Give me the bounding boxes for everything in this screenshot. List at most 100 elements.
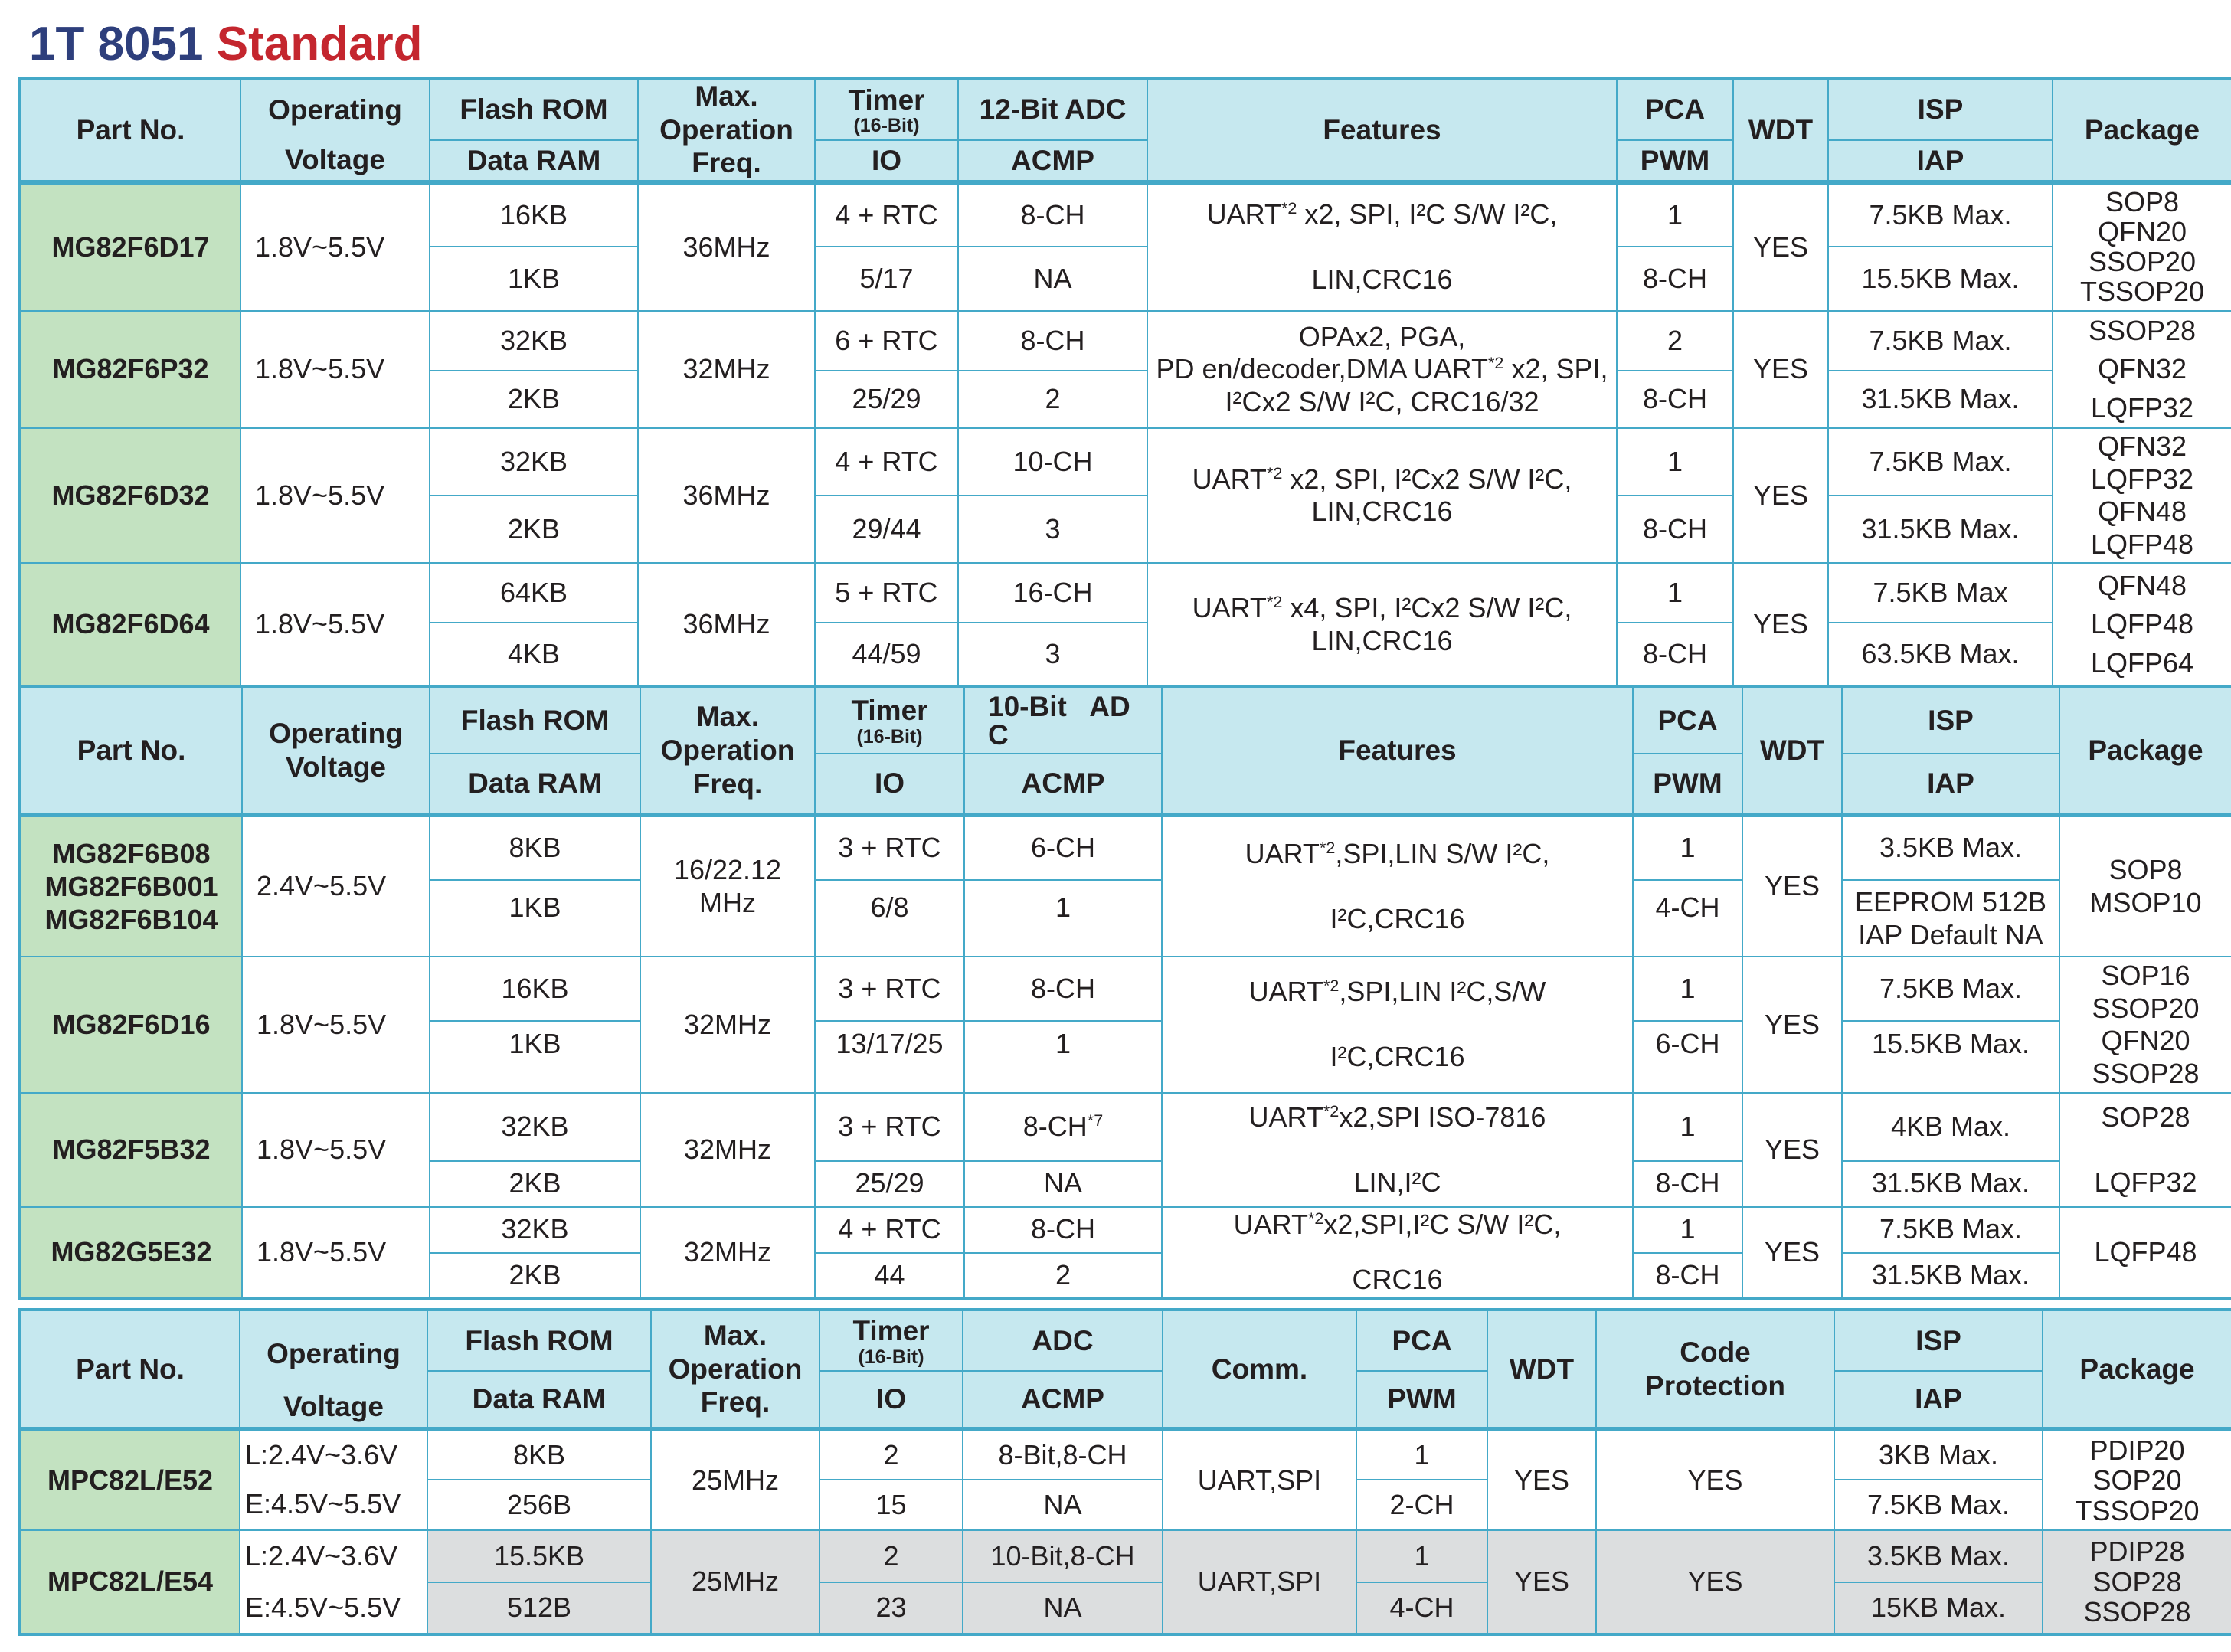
features-text-cont: x2,SPI ISO-7816 LIN,I²C xyxy=(1339,1101,1546,1198)
part-number: MG82F6P32 xyxy=(19,309,241,430)
timer: 5 + RTC xyxy=(814,562,959,624)
features-text-cont: x2, SPI, I²C S/W I²C, LIN,CRC16 xyxy=(1304,198,1558,296)
package: QFN48 LQFP48 LQFP64 xyxy=(2052,562,2231,689)
iap: 31.5KB Max. xyxy=(1841,1160,2060,1208)
flash-rom: 16KB xyxy=(429,181,639,247)
pca: 1 xyxy=(1632,814,1743,881)
part-number: MG82F5B32 xyxy=(19,1092,243,1208)
header-timer-sub: (16-Bit) xyxy=(856,725,923,747)
header-acmp: ACMP xyxy=(957,139,1148,185)
operating-voltage: 1.8V~5.5V xyxy=(241,1205,430,1300)
package: SSOP28 QFN32 LQFP32 xyxy=(2052,309,2231,430)
operating-voltage: 2.4V~5.5V xyxy=(241,814,430,957)
features-footnote: *2 xyxy=(1323,1101,1340,1120)
header-io: IO xyxy=(819,1370,963,1431)
header-wdt: WDT xyxy=(1742,685,1843,818)
operating-voltage-e: E:4.5V~5.5V xyxy=(239,1582,428,1635)
header-comm: Comm. xyxy=(1162,1309,1357,1431)
data-ram: 256B xyxy=(427,1479,652,1531)
isp: 7.5KB Max xyxy=(1827,562,2053,624)
timer: 3 + RTC xyxy=(814,955,965,1022)
pwm: 2-CH xyxy=(1356,1479,1488,1531)
iap: 63.5KB Max. xyxy=(1827,622,2053,689)
features-footnote: *2 xyxy=(1281,198,1297,218)
pwm: 4-CH xyxy=(1632,878,1743,957)
header-timer-label: Timer xyxy=(848,83,925,116)
iap: EEPROM 512B IAP Default NA xyxy=(1841,878,2060,957)
header-data-ram: Data RAM xyxy=(429,139,639,185)
pwm: 8-CH xyxy=(1616,495,1734,564)
flash-rom: 64KB xyxy=(429,562,639,624)
operating-voltage-l: L:2.4V~3.6V xyxy=(239,1529,428,1582)
header-wdt: WDT xyxy=(1487,1309,1597,1431)
acmp: 2 xyxy=(963,1251,1163,1300)
pwm: 8-CH xyxy=(1616,622,1734,689)
header-pwm: PWM xyxy=(1632,753,1743,818)
wdt: YES xyxy=(1732,309,1829,430)
features: UART*2x2,SPI,I²C S/W I²C, CRC16 xyxy=(1161,1205,1634,1300)
header-timer: Timer (16-Bit) xyxy=(814,685,965,755)
timer: 2 xyxy=(819,1428,963,1480)
operating-voltage: 1.8V~5.5V xyxy=(241,955,430,1094)
header-flash-rom: Flash ROM xyxy=(427,1309,652,1372)
acmp: NA xyxy=(962,1479,1163,1531)
header-part-no: Part No. xyxy=(19,1309,240,1431)
comm: UART,SPI xyxy=(1162,1529,1357,1635)
max-freq: 32MHz xyxy=(640,955,816,1094)
header-acmp: ACMP xyxy=(963,753,1163,818)
max-freq: 32MHz xyxy=(637,309,816,430)
comm: UART,SPI xyxy=(1162,1428,1357,1531)
package: SOP8 MSOP10 xyxy=(2059,814,2231,957)
wdt: YES xyxy=(1487,1428,1597,1531)
header-adc: 12-Bit ADC xyxy=(957,77,1148,141)
part-number: MG82F6D64 xyxy=(19,562,241,689)
adc-footnote: *7 xyxy=(1087,1111,1104,1130)
code-protection: YES xyxy=(1595,1428,1835,1531)
isp: 3KB Max. xyxy=(1834,1428,2043,1480)
isp: 3.5KB Max. xyxy=(1834,1529,2043,1583)
features: OPAx2, PGA, PD en/decoder,DMA UART*2 x2,… xyxy=(1147,309,1618,430)
features-text: UART xyxy=(1192,463,1267,495)
title-prefix: 1T 8051 xyxy=(29,18,204,70)
header-wdt: WDT xyxy=(1732,77,1829,185)
header-package: Package xyxy=(2052,77,2231,185)
page-title: 1T 8051 Standard xyxy=(29,14,422,75)
io: 25/29 xyxy=(814,369,959,430)
wdt: YES xyxy=(1732,427,1829,564)
adc: 8-CH xyxy=(957,309,1148,371)
features-text-cont: ,SPI,LIN I²C,S/W I²C,CRC16 xyxy=(1330,976,1546,1073)
isp: 7.5KB Max. xyxy=(1827,181,2053,247)
header-isp: ISP xyxy=(1841,685,2060,755)
acmp: 2 xyxy=(957,369,1148,430)
package: LQFP48 xyxy=(2059,1205,2231,1300)
adc: 10-Bit,8-CH xyxy=(962,1529,1163,1583)
header-voltage-bottom: Voltage xyxy=(239,1371,428,1431)
header-timer-label: Timer xyxy=(851,695,928,727)
features: UART*2,SPI,LIN I²C,S/W I²C,CRC16 xyxy=(1161,955,1634,1094)
pca: 1 xyxy=(1632,955,1743,1022)
isp: 4KB Max. xyxy=(1841,1092,2060,1162)
features-text-cont: x2, SPI, I²Cx2 S/W I²C, LIN,CRC16 xyxy=(1290,463,1572,528)
pwm: 6-CH xyxy=(1632,1020,1743,1094)
header-io: IO xyxy=(814,753,965,818)
spec-table-3: Part No. Operating Flash ROM Max. Operat… xyxy=(18,1308,2231,1636)
features-text-cont: ,SPI,LIN S/W I²C, I²C,CRC16 xyxy=(1330,837,1550,934)
adc: 8-Bit,8-CH xyxy=(962,1428,1163,1480)
package: PDIP20 SOP20 TSSOP20 xyxy=(2042,1428,2231,1531)
features-text-cont: x4, SPI, I²Cx2 S/W I²C, LIN,CRC16 xyxy=(1290,592,1572,656)
acmp: NA xyxy=(957,245,1148,312)
pca: 1 xyxy=(1632,1205,1743,1254)
features: UART*2 x2, SPI, I²Cx2 S/W I²C, LIN,CRC16 xyxy=(1147,427,1618,564)
header-freq: Max. Operation Freq. xyxy=(637,77,816,185)
pca: 1 xyxy=(1356,1529,1488,1583)
features-footnote: *2 xyxy=(1266,463,1283,483)
max-freq: 32MHz xyxy=(640,1092,816,1208)
adc: 8-CH*7 xyxy=(963,1092,1163,1162)
data-ram: 512B xyxy=(427,1582,652,1635)
header-adc: 10-Bit AD C xyxy=(963,685,1163,755)
adc: 8-CH xyxy=(957,181,1148,247)
acmp: NA xyxy=(963,1160,1163,1208)
features-text-cont: x2, SPI, I²Cx2 S/W I²C, CRC16/32 xyxy=(1225,353,1608,417)
part-number: MPC82L/E52 xyxy=(19,1428,240,1531)
isp: 7.5KB Max. xyxy=(1827,427,2053,497)
